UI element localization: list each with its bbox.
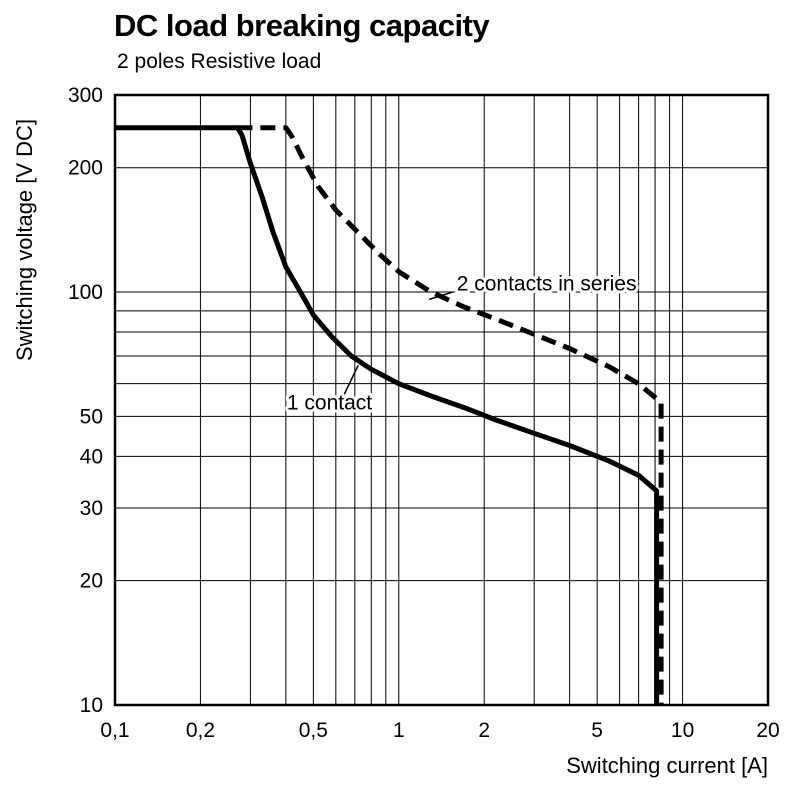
x-tick-label: 0,1 bbox=[100, 719, 129, 742]
x-tick-label: 5 bbox=[591, 719, 603, 742]
y-tick-label: 40 bbox=[80, 445, 103, 468]
x-axis-label: Switching current [A] bbox=[566, 753, 768, 778]
chart-title: DC load breaking capacity bbox=[114, 8, 490, 43]
y-tick-label: 200 bbox=[68, 157, 103, 180]
annotation-label: 1 contact bbox=[287, 391, 372, 414]
tick-labels: 0,1 0,2 0,5 1 2 5 10 20 10 20 30 40 50 100 200 300 bbox=[68, 85, 780, 742]
series-1-contact bbox=[115, 125, 660, 705]
chart-plot-area: Switching voltage [V DC] Switching curre… bbox=[12, 85, 780, 778]
x-tick-label: 10 bbox=[671, 719, 694, 742]
series-2-contacts-in-series bbox=[237, 125, 664, 705]
x-tick-label: 0,5 bbox=[299, 719, 328, 742]
chart-subtitle: 2 poles Resistive load bbox=[117, 50, 322, 73]
y-tick-label: 10 bbox=[80, 694, 103, 717]
y-tick-label: 300 bbox=[68, 85, 103, 107]
annotation-leader-line bbox=[428, 291, 454, 301]
y-tick-label: 20 bbox=[80, 570, 103, 593]
y-tick-label: 50 bbox=[80, 405, 103, 428]
plot-frame bbox=[113, 93, 770, 707]
annotation-label: 2 contacts in series bbox=[457, 272, 637, 295]
x-tick-label: 20 bbox=[756, 719, 779, 742]
annotation-leader-line bbox=[341, 364, 359, 400]
y-tick-label: 30 bbox=[80, 497, 103, 520]
y-axis-label: Switching voltage [V DC] bbox=[12, 119, 37, 361]
x-tick-label: 2 bbox=[478, 719, 490, 742]
x-tick-label: 0,2 bbox=[186, 719, 215, 742]
y-tick-label: 100 bbox=[68, 281, 103, 304]
x-tick-label: 1 bbox=[393, 719, 405, 742]
